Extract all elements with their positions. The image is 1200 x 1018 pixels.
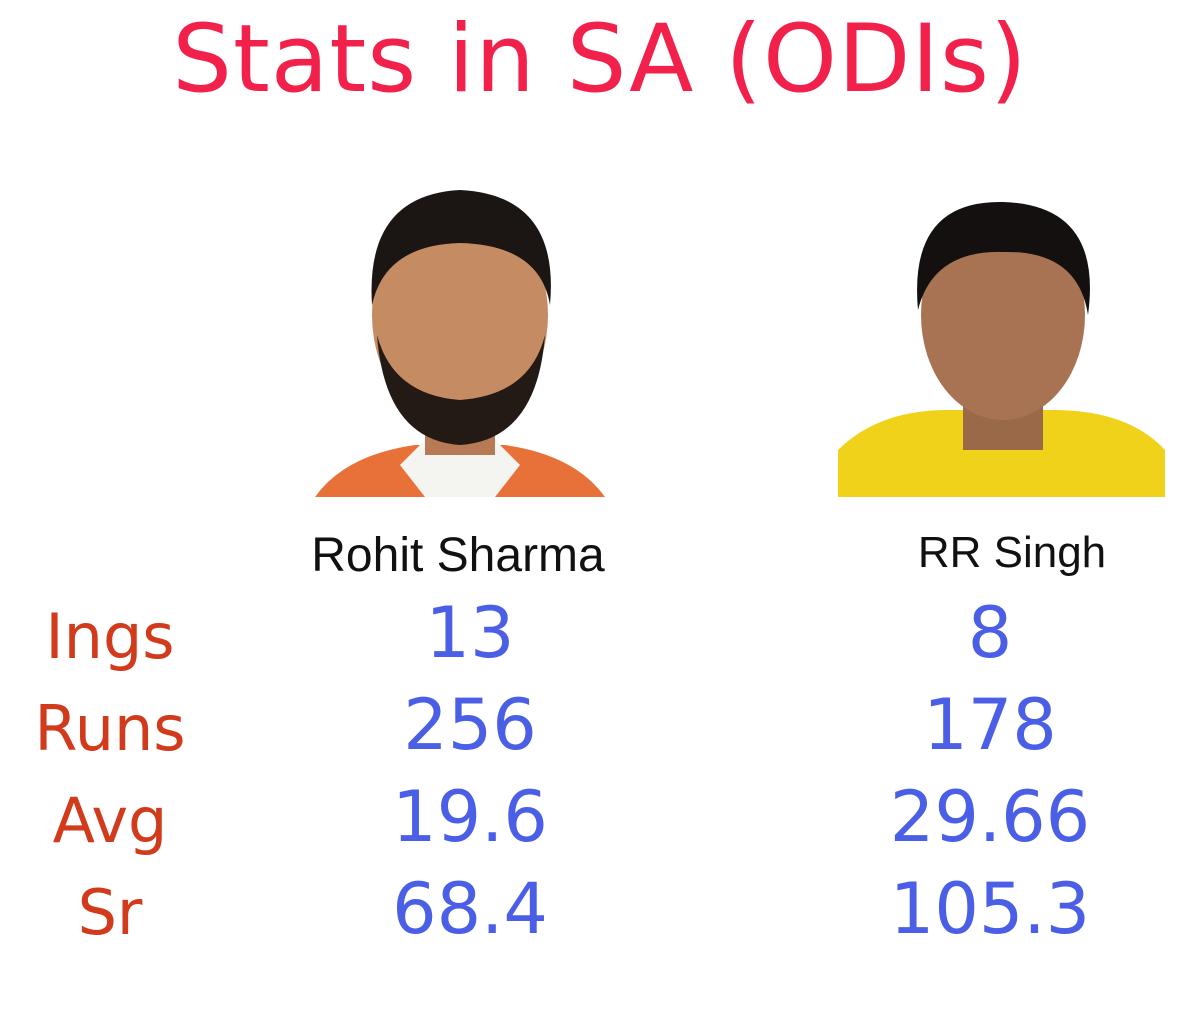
- stat-value: 19.6: [392, 776, 548, 858]
- stat-label: Runs: [34, 692, 186, 765]
- stat-value: 256: [403, 684, 537, 766]
- stat-value: 13: [425, 592, 515, 674]
- stat-label: Avg: [52, 784, 168, 857]
- stat-label: Ings: [45, 600, 175, 673]
- stat-label: Sr: [77, 876, 143, 949]
- stat-value: 29.66: [889, 776, 1091, 858]
- player-name: RR Singh: [917, 528, 1107, 577]
- stat-value: 105.3: [889, 868, 1091, 950]
- stat-value: 178: [923, 684, 1057, 766]
- player-photo: [838, 190, 1165, 497]
- stat-value: 68.4: [392, 868, 548, 950]
- title: Stats in SA (ODIs): [172, 5, 1028, 114]
- stat-value: 8: [967, 592, 1013, 674]
- player-photo: [305, 165, 615, 497]
- player-name: Rohit Sharma: [311, 529, 605, 582]
